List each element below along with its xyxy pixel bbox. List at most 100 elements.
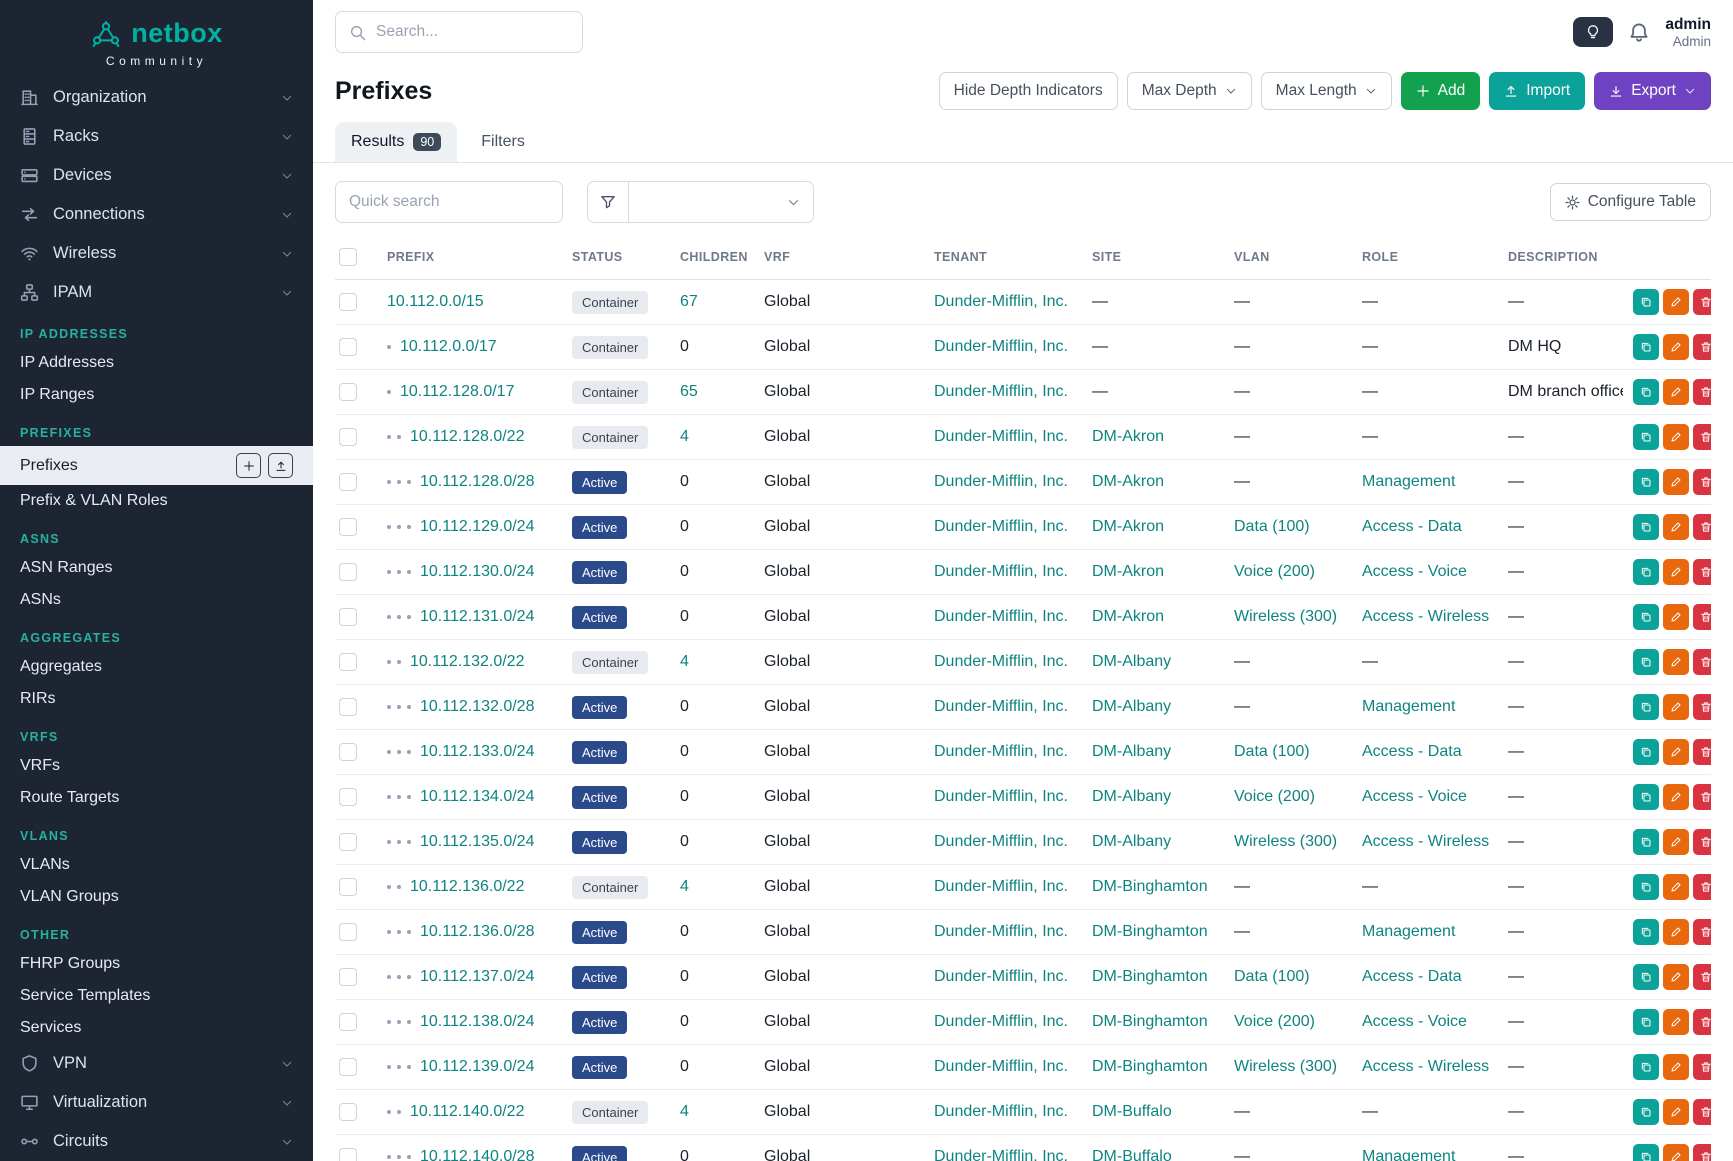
sidebar-item-circuits[interactable]: Circuits	[0, 1122, 313, 1161]
delete-button[interactable]	[1693, 469, 1711, 495]
site-link[interactable]: DM-Akron	[1092, 473, 1165, 490]
row-checkbox[interactable]	[339, 1012, 357, 1031]
sidebar-item-asn-ranges[interactable]: ASN Ranges	[0, 552, 313, 584]
sidebar-item-racks[interactable]: Racks	[0, 117, 313, 156]
add-prefix-button[interactable]	[236, 453, 261, 478]
edit-button[interactable]	[1663, 1009, 1689, 1035]
vlan-link[interactable]: Wireless (300)	[1234, 833, 1338, 850]
site-link[interactable]: DM-Akron	[1092, 428, 1165, 445]
role-link[interactable]: Access - Wireless	[1362, 833, 1490, 850]
tenant-link[interactable]: Dunder-Mifflin, Inc.	[934, 428, 1068, 445]
saved-filter-select[interactable]	[629, 181, 814, 223]
column-header-description[interactable]: DESCRIPTION	[1498, 235, 1623, 280]
edit-button[interactable]	[1663, 694, 1689, 720]
prefix-link[interactable]: 10.112.128.0/28	[420, 473, 535, 490]
sidebar-item-aggregates[interactable]: Aggregates	[0, 651, 313, 683]
user-menu[interactable]: admin Admin	[1665, 16, 1711, 49]
site-link[interactable]: DM-Binghamton	[1092, 968, 1208, 985]
role-link[interactable]: Access - Data	[1362, 968, 1462, 985]
site-link[interactable]: DM-Albany	[1092, 788, 1172, 805]
prefix-link[interactable]: 10.112.134.0/24	[420, 788, 535, 805]
children-count-link[interactable]: 4	[680, 653, 689, 670]
delete-button[interactable]	[1693, 1054, 1711, 1080]
clone-button[interactable]	[1633, 379, 1659, 405]
sidebar-item-service-templates[interactable]: Service Templates	[0, 980, 313, 1012]
tenant-link[interactable]: Dunder-Mifflin, Inc.	[934, 923, 1068, 940]
tenant-link[interactable]: Dunder-Mifflin, Inc.	[934, 878, 1068, 895]
row-checkbox[interactable]	[339, 427, 357, 446]
edit-button[interactable]	[1663, 559, 1689, 585]
sidebar-item-prefix-vlan-roles[interactable]: Prefix & VLAN Roles	[0, 485, 313, 517]
global-search[interactable]	[335, 11, 583, 53]
clone-button[interactable]	[1633, 289, 1659, 315]
clone-button[interactable]	[1633, 919, 1659, 945]
edit-button[interactable]	[1663, 919, 1689, 945]
edit-button[interactable]	[1663, 604, 1689, 630]
prefix-link[interactable]: 10.112.132.0/28	[420, 698, 535, 715]
tab-filters[interactable]: Filters	[465, 122, 541, 162]
site-link[interactable]: DM-Akron	[1092, 563, 1165, 580]
delete-button[interactable]	[1693, 649, 1711, 675]
quick-search-input[interactable]	[335, 181, 563, 223]
tenant-link[interactable]: Dunder-Mifflin, Inc.	[934, 698, 1068, 715]
prefix-link[interactable]: 10.112.132.0/22	[410, 653, 525, 670]
tenant-link[interactable]: Dunder-Mifflin, Inc.	[934, 788, 1068, 805]
tenant-link[interactable]: Dunder-Mifflin, Inc.	[934, 968, 1068, 985]
sidebar-item-connections[interactable]: Connections	[0, 195, 313, 234]
edit-button[interactable]	[1663, 1144, 1689, 1161]
edit-button[interactable]	[1663, 829, 1689, 855]
row-checkbox[interactable]	[339, 337, 357, 356]
children-count-link[interactable]: 4	[680, 428, 689, 445]
tenant-link[interactable]: Dunder-Mifflin, Inc.	[934, 563, 1068, 580]
filter-button[interactable]	[587, 181, 629, 223]
row-checkbox[interactable]	[339, 607, 357, 626]
clone-button[interactable]	[1633, 1009, 1659, 1035]
children-count-link[interactable]: 67	[680, 293, 698, 310]
site-link[interactable]: DM-Buffalo	[1092, 1103, 1172, 1120]
row-checkbox[interactable]	[339, 562, 357, 581]
delete-button[interactable]	[1693, 829, 1711, 855]
delete-button[interactable]	[1693, 559, 1711, 585]
tenant-link[interactable]: Dunder-Mifflin, Inc.	[934, 833, 1068, 850]
prefix-link[interactable]: 10.112.128.0/17	[400, 383, 515, 400]
clone-button[interactable]	[1633, 694, 1659, 720]
children-count-link[interactable]: 65	[680, 383, 698, 400]
max-length-dropdown[interactable]: Max Length	[1260, 72, 1392, 110]
netbox-logo[interactable]: netbox Community	[0, 0, 313, 78]
edit-button[interactable]	[1663, 514, 1689, 540]
prefix-link[interactable]: 10.112.0.0/15	[387, 293, 484, 310]
import-button[interactable]: Import	[1489, 72, 1586, 110]
tenant-link[interactable]: Dunder-Mifflin, Inc.	[934, 293, 1068, 310]
row-checkbox[interactable]	[339, 1102, 357, 1121]
clone-button[interactable]	[1633, 874, 1659, 900]
column-header-role[interactable]: ROLE	[1352, 235, 1498, 280]
sidebar-item-rirs[interactable]: RIRs	[0, 683, 313, 715]
clone-button[interactable]	[1633, 469, 1659, 495]
site-link[interactable]: DM-Akron	[1092, 608, 1165, 625]
tenant-link[interactable]: Dunder-Mifflin, Inc.	[934, 743, 1068, 760]
role-link[interactable]: Access - Wireless	[1362, 608, 1490, 625]
tenant-link[interactable]: Dunder-Mifflin, Inc.	[934, 1148, 1068, 1161]
tenant-link[interactable]: Dunder-Mifflin, Inc.	[934, 338, 1068, 355]
notifications-bell-icon[interactable]	[1628, 21, 1650, 43]
tenant-link[interactable]: Dunder-Mifflin, Inc.	[934, 518, 1068, 535]
children-count-link[interactable]: 4	[680, 1103, 689, 1120]
clone-button[interactable]	[1633, 559, 1659, 585]
site-link[interactable]: DM-Binghamton	[1092, 1058, 1208, 1075]
vlan-link[interactable]: Wireless (300)	[1234, 608, 1338, 625]
clone-button[interactable]	[1633, 334, 1659, 360]
tab-results[interactable]: Results 90	[335, 122, 458, 162]
clone-button[interactable]	[1633, 1054, 1659, 1080]
max-depth-dropdown[interactable]: Max Depth	[1126, 72, 1252, 110]
column-header-vlan[interactable]: VLAN	[1224, 235, 1352, 280]
prefix-link[interactable]: 10.112.139.0/24	[420, 1058, 535, 1075]
prefix-link[interactable]: 10.112.0.0/17	[400, 338, 497, 355]
edit-button[interactable]	[1663, 424, 1689, 450]
role-link[interactable]: Management	[1362, 923, 1456, 940]
delete-button[interactable]	[1693, 1009, 1711, 1035]
vlan-link[interactable]: Voice (200)	[1234, 788, 1315, 805]
prefix-link[interactable]: 10.112.137.0/24	[420, 968, 535, 985]
sidebar-item-prefixes[interactable]: Prefixes	[0, 446, 313, 485]
role-link[interactable]: Access - Data	[1362, 743, 1462, 760]
sidebar-item-wireless[interactable]: Wireless	[0, 234, 313, 273]
